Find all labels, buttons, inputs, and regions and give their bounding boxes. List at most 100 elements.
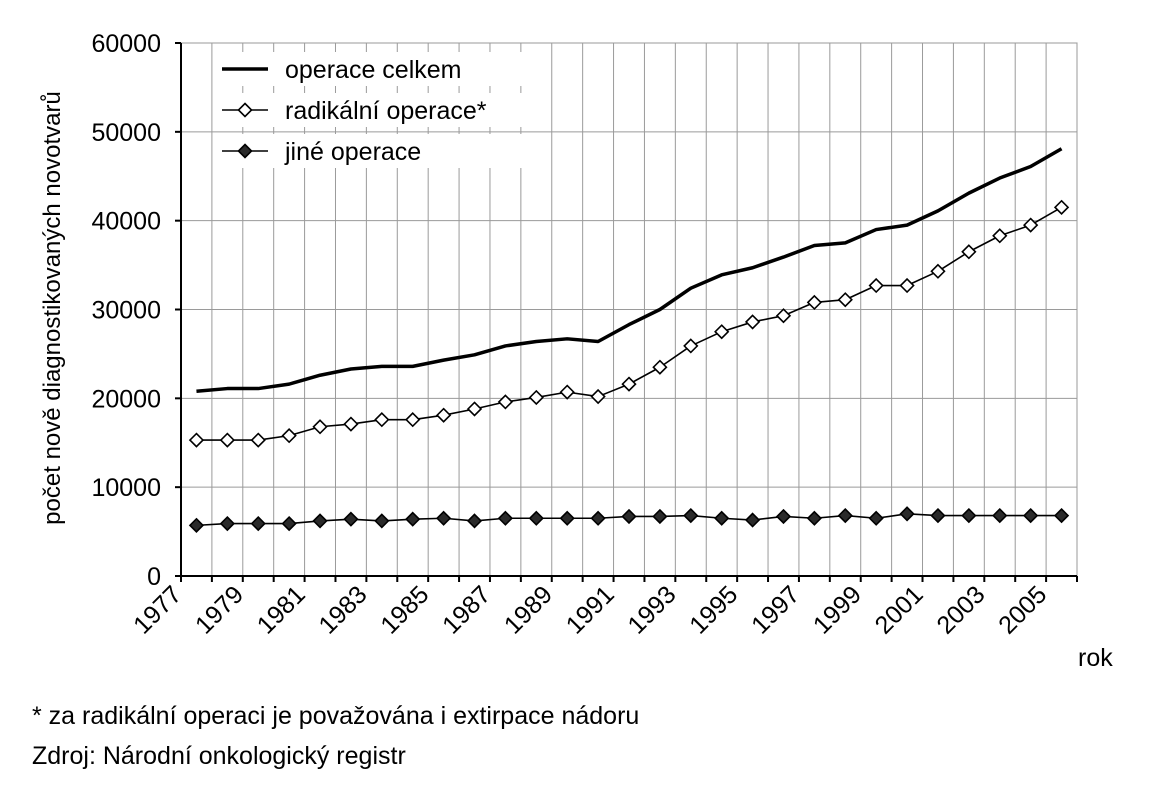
data-point xyxy=(250,515,266,532)
x-tick-label: 2005 xyxy=(993,580,1052,639)
grid xyxy=(180,42,1078,577)
data-point xyxy=(219,432,235,448)
data-point xyxy=(343,511,359,527)
data-point xyxy=(714,510,730,526)
data-point xyxy=(188,517,205,533)
data-point xyxy=(219,515,235,532)
data-point xyxy=(775,308,792,324)
x-tick-label: 1995 xyxy=(684,580,743,639)
data-point xyxy=(775,508,792,525)
x-axis-label: rok xyxy=(1078,644,1113,672)
legend-item-bg xyxy=(218,93,548,127)
data-point xyxy=(281,515,297,532)
y-tick-label: 40000 xyxy=(91,208,161,236)
data-point xyxy=(528,510,544,526)
data-point xyxy=(281,428,297,444)
x-tick-label: 1977 xyxy=(128,580,187,639)
data-point xyxy=(405,412,421,428)
data-point xyxy=(312,419,328,435)
data-point xyxy=(374,513,390,529)
series-layer xyxy=(188,147,1070,533)
data-point xyxy=(714,324,730,340)
y-tick-label: 0 xyxy=(147,563,161,591)
data-point xyxy=(683,338,699,354)
data-point xyxy=(961,244,977,260)
data-point xyxy=(1023,507,1039,524)
legend-label: radikální operace* xyxy=(285,97,487,125)
x-tick-label: 1987 xyxy=(437,580,496,639)
footnote-source: Zdroj: Národní onkologický registr xyxy=(32,742,406,770)
data-point xyxy=(497,394,514,410)
series-1 xyxy=(188,199,1070,448)
data-point xyxy=(899,277,915,294)
data-point xyxy=(621,508,637,525)
data-point xyxy=(961,507,977,524)
data-point xyxy=(1053,507,1070,524)
x-tick-label: 1997 xyxy=(746,580,805,639)
data-point xyxy=(374,412,390,428)
data-point xyxy=(930,507,946,524)
data-point xyxy=(837,292,853,308)
data-point xyxy=(899,506,915,522)
legend-item-2: jiné operace xyxy=(218,134,548,168)
x-tick-label: 1989 xyxy=(499,580,558,639)
legend-item-bg xyxy=(218,52,548,86)
data-point xyxy=(559,510,575,526)
series-line xyxy=(196,147,1063,393)
data-point xyxy=(992,507,1008,524)
x-tick-label: 1999 xyxy=(808,580,867,639)
data-point xyxy=(188,432,205,448)
legend-swatch-marker xyxy=(237,143,253,159)
data-point xyxy=(744,512,761,528)
y-tick-label: 50000 xyxy=(91,119,161,147)
data-point xyxy=(806,294,823,311)
y-tick-label: 10000 xyxy=(91,474,161,502)
data-point xyxy=(312,513,328,529)
data-point xyxy=(1023,217,1039,233)
data-point xyxy=(652,508,668,525)
x-tick-label: 2001 xyxy=(870,580,929,639)
data-point xyxy=(559,384,575,400)
series-0 xyxy=(196,147,1063,393)
x-tick-label: 1991 xyxy=(561,580,620,639)
legend: operace celkem radikální operace* jiné ope… xyxy=(218,52,548,168)
data-point xyxy=(528,389,544,406)
y-tick-label: 20000 xyxy=(91,385,161,413)
data-point xyxy=(250,432,266,448)
legend-item-0: operace celkem xyxy=(218,52,548,86)
data-point xyxy=(590,510,606,526)
legend-label: jiné operace xyxy=(284,138,421,166)
data-point xyxy=(343,416,359,432)
data-point xyxy=(868,510,884,526)
data-point xyxy=(837,507,853,524)
data-point xyxy=(744,314,761,330)
x-tick-label: 1979 xyxy=(190,580,249,639)
x-tick-label: 1985 xyxy=(375,580,434,639)
data-point xyxy=(806,510,823,526)
y-tick-label: 60000 xyxy=(91,30,161,58)
data-point xyxy=(868,277,884,294)
x-tick-label: 2003 xyxy=(931,580,990,639)
data-point xyxy=(621,376,637,392)
data-point xyxy=(590,388,606,405)
legend-label: operace celkem xyxy=(285,56,461,84)
data-point xyxy=(405,511,421,527)
data-point xyxy=(1053,199,1070,215)
legend-swatch-marker xyxy=(237,102,253,118)
data-point xyxy=(497,510,514,526)
data-point xyxy=(652,359,668,375)
y-axis-label: počet nově diagnostikovaných novotvarů xyxy=(39,91,66,525)
x-tick-label: 1993 xyxy=(622,580,681,639)
x-tick-label: 1981 xyxy=(252,580,311,639)
data-point xyxy=(466,513,483,529)
data-point xyxy=(992,228,1008,244)
legend-item-1: radikální operace* xyxy=(218,93,548,127)
data-point xyxy=(435,407,452,423)
data-point xyxy=(466,401,483,417)
legend-item-bg xyxy=(218,134,548,168)
y-tick-label: 30000 xyxy=(91,297,161,325)
data-point xyxy=(435,510,452,526)
footnote-radical-operation: * za radikální operaci je považována i e… xyxy=(32,702,640,730)
data-point xyxy=(683,507,699,524)
